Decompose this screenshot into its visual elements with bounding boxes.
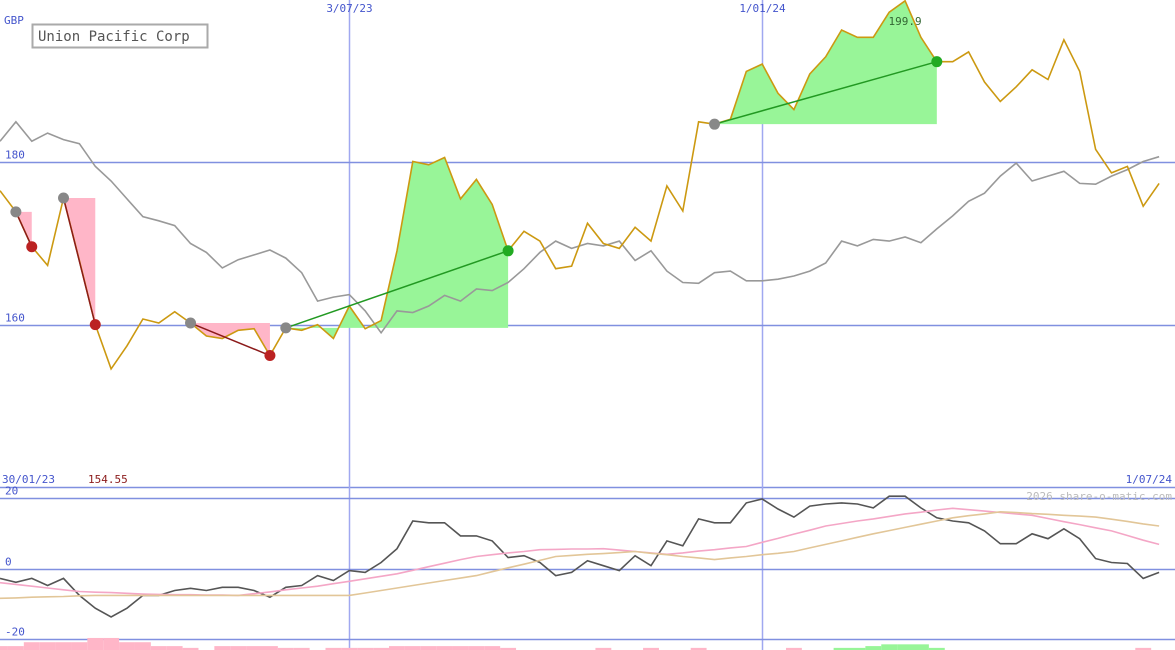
exit-marker (931, 56, 943, 68)
histogram-bar (261, 646, 278, 650)
histogram-bar (452, 646, 469, 650)
trade-area (63, 198, 96, 325)
x-tick-label: 1/01/24 (739, 2, 786, 15)
trade-line (714, 60, 938, 125)
trade-line (62, 197, 96, 325)
histogram-bar (468, 646, 485, 650)
exit-marker (26, 241, 38, 253)
y-tick-label: 160 (5, 312, 25, 325)
histogram-bar (404, 646, 421, 650)
histogram-bar (881, 644, 898, 650)
min-label: 154.55 (88, 473, 128, 486)
histogram-bar (150, 646, 167, 650)
exit-marker (89, 319, 101, 331)
entry-marker (280, 322, 292, 334)
series-line (0, 495, 1160, 618)
histogram-bar (166, 646, 183, 650)
trade-line (285, 250, 509, 329)
trade-line (190, 322, 271, 357)
histogram-bar (913, 644, 929, 650)
histogram-bar (1135, 647, 1152, 650)
histogram-bar (643, 647, 659, 650)
histogram-bar (341, 647, 358, 650)
histogram-bar (833, 647, 850, 650)
histogram-bar (230, 646, 247, 650)
y-tick-label: 20 (5, 485, 18, 498)
histogram-bar (182, 647, 199, 650)
histogram-bar (373, 647, 390, 650)
histogram-bar (23, 642, 40, 650)
exit-marker (502, 245, 514, 257)
histogram-bar (484, 646, 501, 650)
histogram-bar (595, 647, 612, 650)
entry-marker (185, 317, 197, 329)
histogram-bar (7, 646, 24, 650)
histogram-bar (897, 644, 914, 650)
histogram-bar (849, 647, 866, 650)
x-tick-label: 3/07/23 (326, 2, 372, 15)
histogram-bar (277, 647, 294, 650)
histogram-bar (420, 646, 437, 650)
entry-marker (709, 118, 721, 130)
histogram-bar (134, 642, 151, 650)
max-label: 199.9 (889, 15, 922, 28)
y-axis-label: GBP (4, 14, 24, 27)
histogram-bar (55, 642, 72, 650)
credit: 2026 share-o-matic.com (1026, 490, 1172, 503)
histogram-bar (246, 646, 262, 650)
histogram-bar (103, 637, 120, 650)
x-start-label: 30/01/23 (2, 473, 55, 486)
trade-area (714, 0, 937, 125)
histogram-bar (389, 646, 405, 650)
histogram-bar (357, 647, 374, 650)
histogram-bar (690, 647, 707, 650)
legend-box (31, 23, 209, 49)
histogram-bar (500, 647, 517, 650)
histogram-bar (928, 647, 945, 650)
histogram-bar (293, 647, 310, 650)
trade-area (285, 157, 509, 339)
histogram-bar (39, 642, 56, 650)
histogram-bar (0, 646, 8, 650)
series-line (0, 510, 1160, 600)
y-tick-label: 180 (5, 149, 25, 162)
histogram-bar (214, 646, 231, 650)
histogram-bar (87, 637, 104, 650)
x-end-label: 1/07/24 (1126, 473, 1173, 486)
histogram-bar (865, 646, 882, 650)
histogram-bar (119, 642, 135, 650)
exit-marker (264, 350, 276, 362)
histogram-bar (71, 642, 88, 650)
entry-marker (10, 206, 22, 218)
y-tick-label: -20 (5, 626, 25, 639)
entry-marker (58, 192, 70, 204)
histogram-bar (436, 646, 453, 650)
y-tick-label: 0 (5, 556, 12, 569)
trade-line (15, 211, 33, 248)
legend-entry: Union Pacific Corp (38, 29, 190, 45)
histogram-bar (325, 647, 342, 650)
histogram-bar (785, 647, 802, 650)
